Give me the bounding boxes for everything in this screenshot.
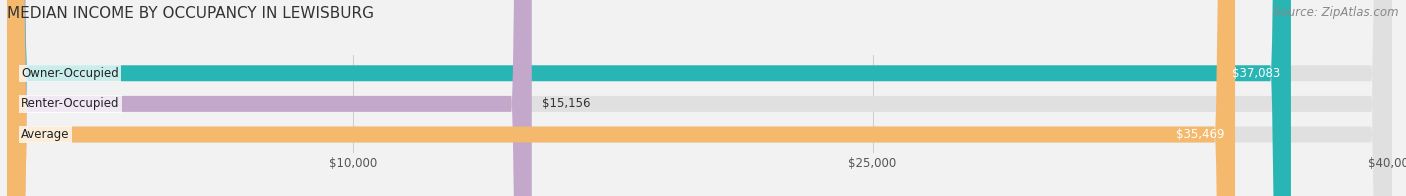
FancyBboxPatch shape (7, 0, 1234, 196)
Text: $15,156: $15,156 (543, 97, 591, 110)
FancyBboxPatch shape (7, 0, 1291, 196)
FancyBboxPatch shape (7, 0, 531, 196)
FancyBboxPatch shape (7, 0, 1392, 196)
Text: $35,469: $35,469 (1177, 128, 1225, 141)
FancyBboxPatch shape (7, 0, 1392, 196)
Text: $37,083: $37,083 (1232, 67, 1281, 80)
FancyBboxPatch shape (7, 0, 1392, 196)
Text: Owner-Occupied: Owner-Occupied (21, 67, 118, 80)
Text: Average: Average (21, 128, 69, 141)
Text: Renter-Occupied: Renter-Occupied (21, 97, 120, 110)
Text: MEDIAN INCOME BY OCCUPANCY IN LEWISBURG: MEDIAN INCOME BY OCCUPANCY IN LEWISBURG (7, 6, 374, 21)
Text: Source: ZipAtlas.com: Source: ZipAtlas.com (1274, 6, 1399, 19)
